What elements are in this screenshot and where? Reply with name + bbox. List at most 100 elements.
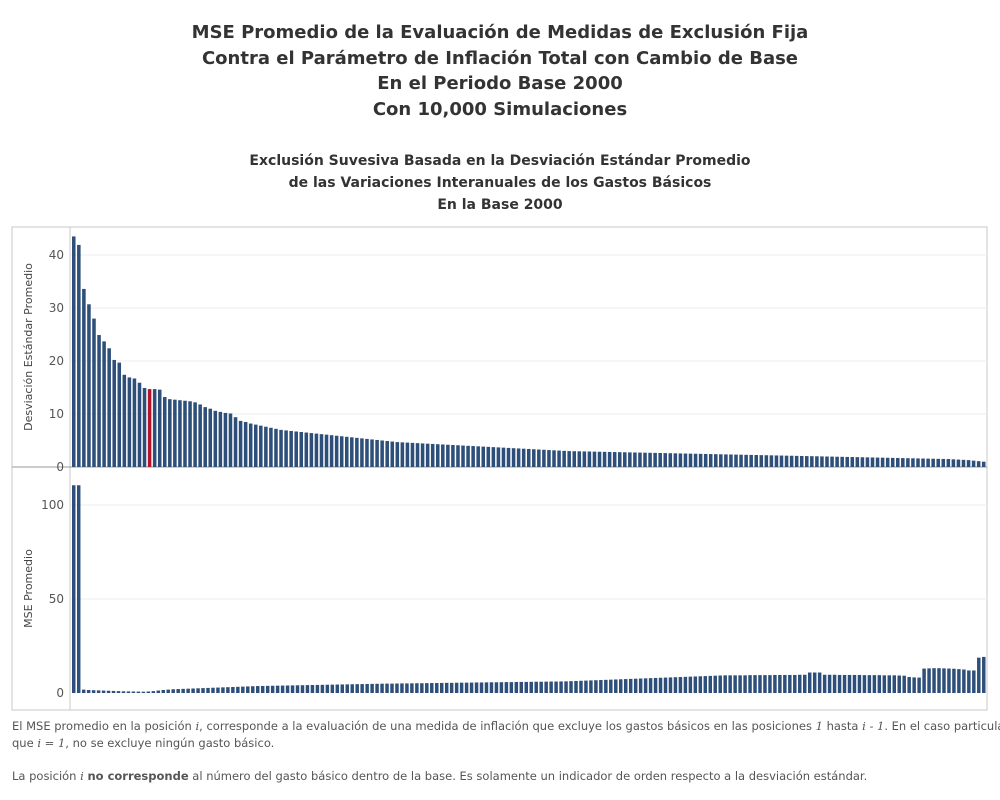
bar [564, 681, 568, 693]
bar [932, 668, 936, 693]
footnote-text: que [12, 736, 38, 750]
bar [91, 690, 96, 693]
bar [653, 452, 657, 467]
bar [799, 455, 804, 467]
bar [734, 454, 738, 467]
bar [623, 679, 628, 693]
main-title-line-4: Con 10,000 Simulaciones [372, 98, 628, 120]
bar [628, 678, 633, 693]
bar [860, 457, 865, 467]
bar [532, 449, 536, 467]
bar [723, 675, 727, 693]
bar [425, 443, 430, 467]
bar [330, 684, 335, 693]
bar [748, 675, 752, 693]
bar [537, 449, 541, 467]
bar [594, 680, 598, 693]
bar [902, 675, 906, 693]
bar [604, 679, 608, 693]
bar [284, 430, 288, 467]
subtitle-line-1: Exclusión Suvesiva Basada en la Desviaci… [249, 153, 751, 169]
bar [251, 686, 255, 693]
bar [324, 434, 329, 467]
bar [825, 456, 829, 467]
footnote-math: 1 [815, 719, 823, 733]
bar [539, 681, 543, 693]
footnote-text: . En el caso particular [884, 719, 1000, 733]
bar [390, 683, 394, 693]
y-axis-label: Desviación Estándar Promedio [22, 263, 35, 431]
bar [589, 680, 593, 693]
bar [290, 685, 295, 693]
bar [198, 404, 202, 467]
bar [648, 678, 653, 693]
bar [146, 691, 151, 693]
bar [926, 458, 930, 467]
bar [815, 456, 819, 467]
bar [370, 683, 374, 693]
bar [390, 441, 395, 467]
bar [380, 683, 384, 693]
bar [96, 690, 101, 693]
footnote-math: i [80, 769, 84, 783]
bar [810, 456, 814, 467]
bar [567, 451, 571, 467]
bar [906, 458, 910, 467]
y-tick-label: 40 [49, 248, 64, 262]
bar [72, 485, 76, 693]
bar [572, 451, 577, 467]
subtitle-line-2: de las Variaciones Interanuales de los G… [288, 175, 712, 191]
bar [265, 685, 270, 693]
bar [880, 457, 885, 467]
bar [688, 453, 693, 467]
bar [743, 675, 747, 693]
bar [623, 452, 627, 467]
footnote-text: hasta [822, 719, 863, 733]
bar [441, 444, 445, 467]
bar [415, 443, 420, 467]
bar [592, 451, 597, 467]
bar [241, 686, 245, 693]
bar [614, 679, 618, 693]
bar [524, 681, 529, 693]
bar [484, 682, 489, 693]
y-tick-label: 100 [41, 498, 64, 512]
bar [668, 453, 673, 467]
bar [619, 679, 623, 693]
chart-subtitle: Exclusión Suvesiva Basada en la Desviaci… [0, 150, 1000, 216]
bar [279, 429, 283, 467]
bar [188, 401, 192, 467]
bar [602, 451, 607, 467]
bar [852, 674, 857, 693]
y-tick-label: 0 [56, 686, 64, 700]
bar [850, 457, 855, 467]
bar [156, 690, 161, 693]
bar [569, 681, 573, 693]
bar [719, 454, 723, 467]
bar [243, 421, 248, 467]
bar [259, 425, 263, 467]
bar [728, 675, 732, 693]
bar [196, 688, 200, 693]
footnote-math: i [195, 719, 200, 733]
bar [162, 397, 167, 467]
bar [966, 460, 971, 467]
bar [574, 680, 578, 693]
bar [549, 681, 553, 693]
bar [724, 454, 728, 467]
bar [911, 458, 915, 467]
bar [274, 428, 278, 467]
bar [400, 683, 404, 693]
bar [315, 684, 320, 693]
bar [769, 455, 774, 467]
bar [464, 682, 469, 693]
bar [557, 450, 561, 467]
bar [142, 388, 147, 467]
bar [504, 682, 509, 693]
bar [476, 446, 480, 467]
bar [847, 674, 852, 693]
bar [415, 683, 419, 693]
bar [529, 681, 533, 693]
bar [982, 656, 986, 693]
bar [395, 683, 399, 693]
